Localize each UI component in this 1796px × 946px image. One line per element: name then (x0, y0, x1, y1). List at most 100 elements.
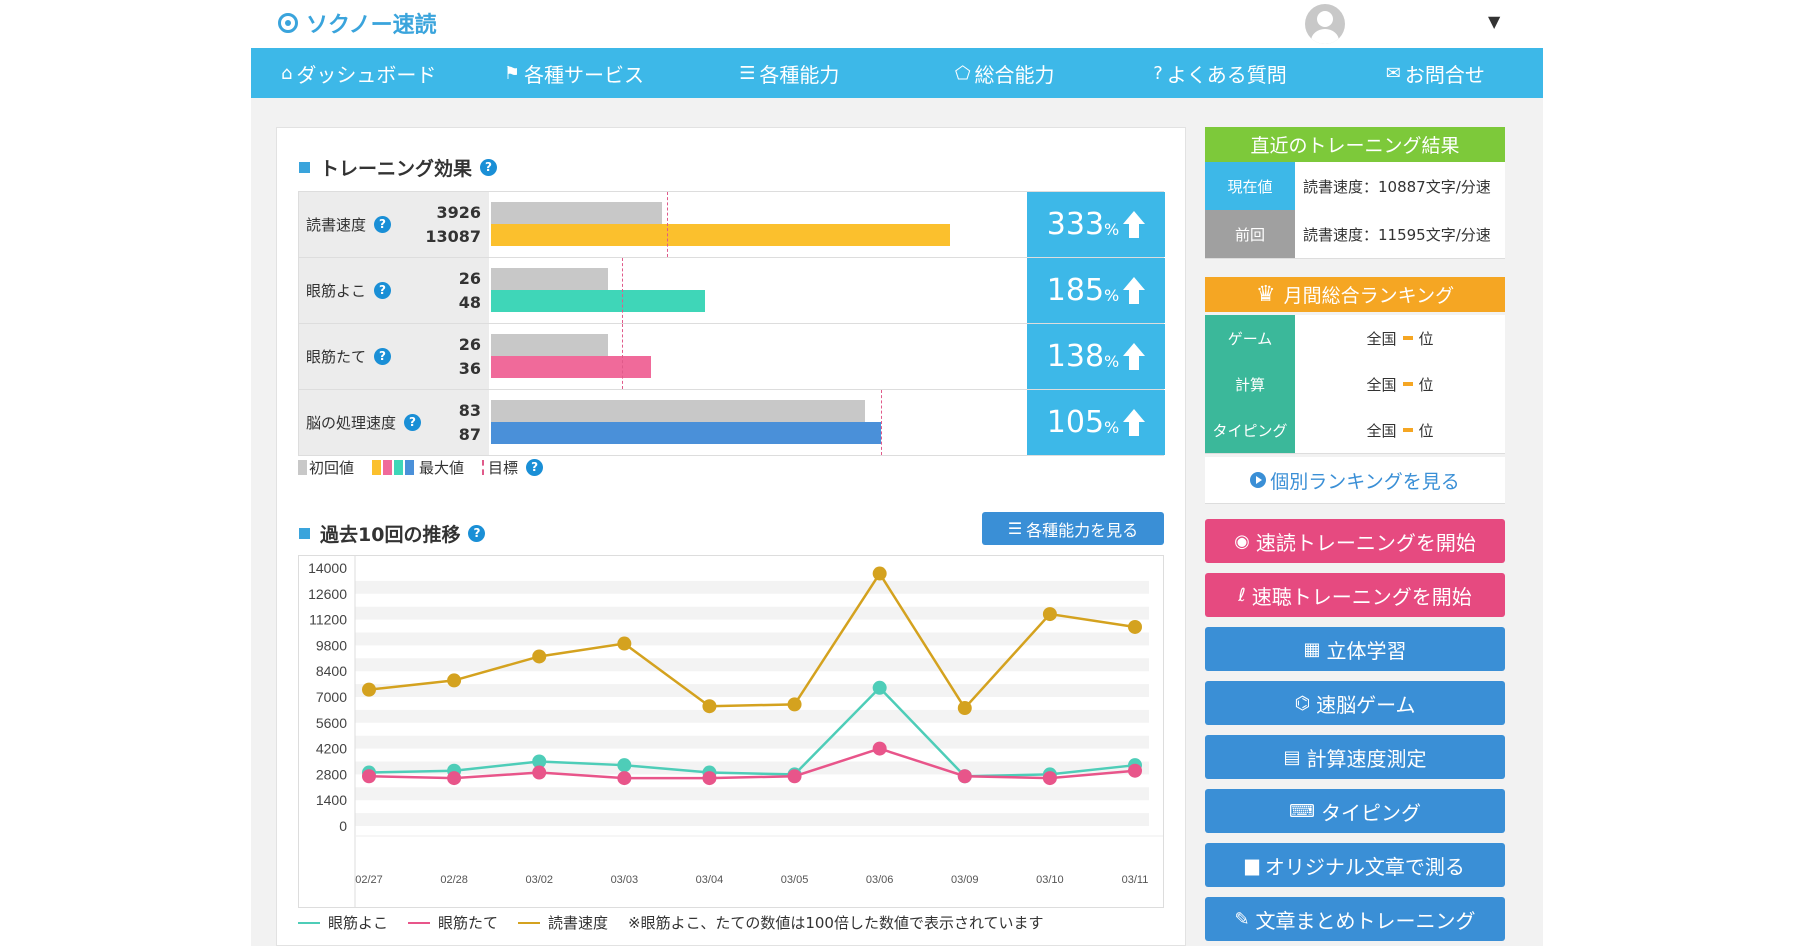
help-icon[interactable]: ? (526, 459, 544, 476)
help-icon[interactable]: ? (374, 282, 392, 299)
arrow-up-icon (1123, 276, 1146, 305)
ranking-suffix: 位 (1418, 375, 1434, 394)
help-icon[interactable]: ? (404, 414, 422, 431)
help-icon[interactable]: ? (374, 348, 392, 365)
effect-bars (491, 390, 1025, 455)
grid-stripe (355, 684, 1149, 697)
summary-training-button[interactable]: ✎ 文章まとめトレーニング (1205, 897, 1505, 941)
3d-learning-button[interactable]: ▦ 立体学習 (1205, 627, 1505, 671)
recent-result-key: 現在値 (1205, 162, 1295, 210)
effect-bars (491, 192, 1025, 257)
question-icon: ? (1153, 62, 1163, 84)
nav-item-3[interactable]: ⬠ 総合能力 (897, 48, 1112, 98)
ear-icon: ℓ (1238, 584, 1246, 606)
x-tick-label: 02/27 (355, 874, 383, 886)
target-line (880, 390, 882, 455)
legend-swatch-blue (405, 460, 415, 475)
improvement-percent: 333% (1027, 192, 1165, 257)
data-point[interactable] (1128, 619, 1142, 634)
x-tick-label: 03/05 (781, 874, 809, 886)
target-line (667, 192, 669, 257)
data-point[interactable] (447, 673, 462, 688)
help-icon[interactable]: ? (468, 525, 486, 542)
calculator-icon: ▤ (1283, 746, 1301, 768)
data-point[interactable] (1042, 607, 1057, 622)
action-label: オリジナル文章で測る (1264, 854, 1465, 879)
percent-unit: % (1104, 220, 1120, 239)
help-icon[interactable]: ? (480, 159, 498, 176)
data-point[interactable] (532, 765, 547, 780)
first-value: 26 (458, 269, 481, 288)
legend-item: 眼筋たて (408, 912, 498, 933)
y-tick-label: 12600 (308, 586, 347, 602)
help-icon[interactable]: ? (374, 216, 392, 233)
data-point[interactable] (787, 769, 802, 784)
data-point[interactable] (872, 566, 887, 581)
effect-bars (491, 258, 1025, 323)
data-point[interactable] (957, 769, 972, 784)
grid-stripe (355, 632, 1149, 646)
ranking-suffix: 位 (1418, 329, 1434, 348)
data-point[interactable] (532, 754, 547, 769)
y-tick-label: 0 (339, 818, 347, 834)
data-point[interactable] (532, 649, 547, 664)
effect-row-label-text: 眼筋たて (306, 348, 367, 366)
calc-speed-button[interactable]: ▤ 計算速度測定 (1205, 735, 1505, 779)
data-point[interactable] (702, 771, 717, 786)
effect-row-label-text: 読書速度 (306, 216, 367, 234)
effect-row-label: 眼筋たて? (299, 324, 489, 389)
data-point[interactable] (617, 636, 632, 651)
data-point[interactable] (362, 769, 376, 784)
data-point[interactable] (702, 699, 717, 714)
recent-result-row: 現在値 読書速度：10887文字/分速 (1205, 162, 1505, 211)
max-value: 36 (458, 359, 481, 378)
ranking-value: 全国 位 (1295, 407, 1505, 453)
nav-item-0[interactable]: ⌂ ダッシュボード (251, 48, 466, 98)
action-label: タイピング (1320, 800, 1421, 825)
legend-swatch-yellow (372, 460, 382, 475)
ranking-key-text: ゲーム (1227, 329, 1273, 348)
percent-value: 333 (1046, 207, 1105, 242)
data-point[interactable] (1042, 771, 1057, 786)
chevron-down-icon[interactable]: ▼ (1488, 12, 1501, 31)
avatar[interactable] (1305, 4, 1345, 44)
data-point[interactable] (1128, 763, 1142, 778)
brain-game-button[interactable]: ⌬ 速脳ゲーム (1205, 681, 1505, 725)
legend-swatch-teal (394, 460, 404, 475)
original-text-button[interactable]: ▆ オリジナル文章で測る (1205, 843, 1505, 887)
view-abilities-button[interactable]: ☰ 各種能力を見る (982, 512, 1164, 545)
recent-result-row: 前回 読書速度：11595文字/分速 (1205, 210, 1505, 259)
bullet-square (299, 162, 310, 173)
data-point[interactable] (872, 741, 887, 756)
nav-item-5[interactable]: ✉ お問合せ (1328, 48, 1543, 98)
nav-item-2[interactable]: ☰ 各種能力 (682, 48, 897, 98)
recent-result-value: 読書速度：10887文字/分速 (1303, 162, 1491, 210)
data-point[interactable] (787, 697, 802, 712)
logo[interactable]: ソクノー速読 (278, 8, 437, 38)
typing-button[interactable]: ⌨ タイピング (1205, 789, 1505, 833)
action-label: 速読トレーニングを開始 (1255, 530, 1476, 555)
recent-value-text: 読書速度：10887文字/分速 (1303, 177, 1491, 196)
trend-title-text: 過去10回の推移 (320, 524, 461, 546)
individual-ranking-link[interactable]: 個別ランキングを見る (1205, 457, 1505, 504)
speed-listening-button[interactable]: ℓ 速聴トレーニングを開始 (1205, 573, 1505, 617)
nav-item-label: ダッシュボード (296, 62, 437, 87)
max-bar (491, 224, 951, 246)
ranking-row: ゲーム 全国 位 (1205, 315, 1505, 362)
x-tick-label: 03/06 (866, 874, 894, 886)
list-icon: ☰ (739, 62, 756, 84)
effect-values: 26 48 (419, 267, 481, 315)
action-label: 速脳ゲーム (1316, 692, 1416, 717)
mail-icon: ✉ (1385, 62, 1401, 84)
data-point[interactable] (362, 682, 376, 697)
data-point[interactable] (957, 701, 972, 716)
first-bar (491, 334, 609, 356)
data-point[interactable] (447, 771, 462, 786)
data-point[interactable] (617, 758, 632, 773)
nav-item-4[interactable]: ? よくある質問 (1112, 48, 1327, 98)
speed-reading-button[interactable]: ◉ 速読トレーニングを開始 (1205, 519, 1505, 563)
data-point[interactable] (872, 680, 887, 695)
data-point[interactable] (617, 771, 632, 786)
grid-stripe (355, 658, 1149, 672)
nav-item-1[interactable]: ⚑ 各種サービス (466, 48, 681, 98)
